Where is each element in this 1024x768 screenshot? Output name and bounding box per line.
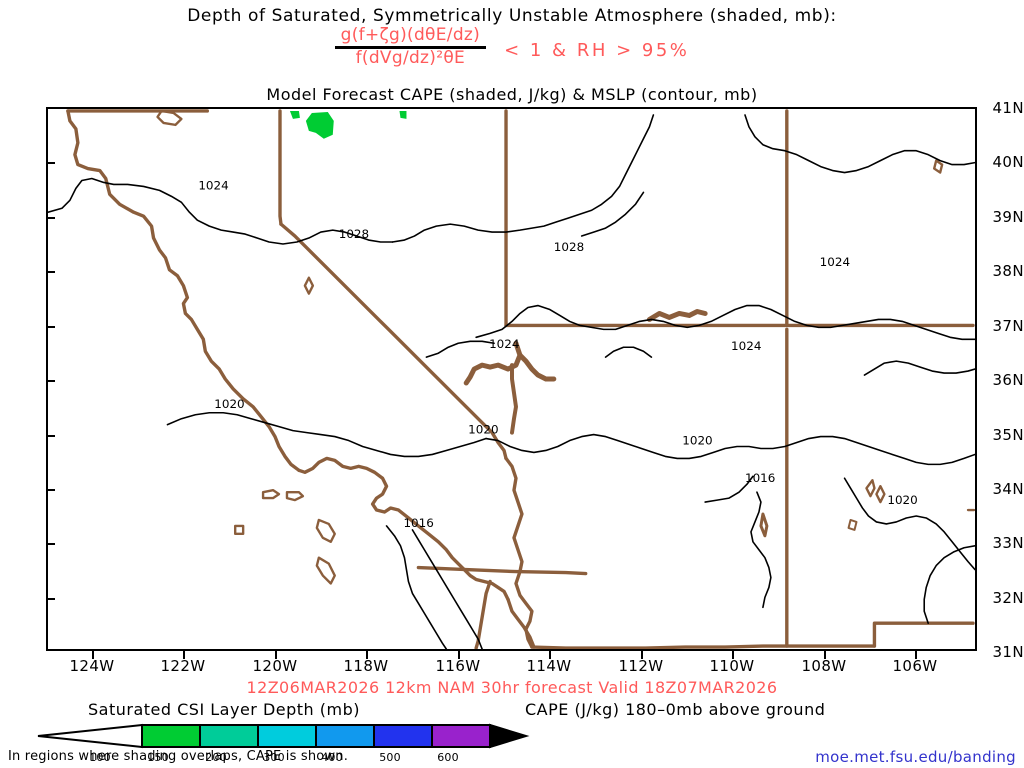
formula-denominator: f(dVg/dz)²θE [355,47,466,68]
lon-tick-122W [183,651,185,659]
map-plot-area: 1024 1028 1028 1024 1024 1024 1020 1020 … [46,107,977,651]
lat-label-39N: 39N [992,208,1024,226]
lat-tick-33N [46,543,55,545]
lon-label-124W: 124W [69,657,115,675]
lon-label-106W: 106W [892,657,938,675]
lon-tick-108W [824,651,826,659]
lat-label-32N: 32N [992,589,1024,607]
svg-text:1020: 1020 [468,423,498,437]
lon-label-120W: 120W [252,657,298,675]
lon-label-122W: 122W [160,657,206,675]
formula-fraction: g(f+ζg)(dθE/dz) f(dVg/dz)²θE [334,25,487,68]
lat-tick-40N [46,162,55,164]
lat-tick-34N [46,489,55,491]
colorbar-tick-500: 500 [379,751,401,764]
svg-text:1028: 1028 [554,240,584,254]
formula-inequality: < 1 & RH > 95% [504,39,690,61]
colorbar-tick-400: 400 [321,751,343,764]
colorbar-tick-200: 200 [205,751,227,764]
colorbar-swatch-150-200 [199,724,259,748]
formula-fraction-bar [334,45,487,49]
svg-text:1016: 1016 [745,471,775,485]
lon-label-108W: 108W [801,657,847,675]
legend-captions: Saturated CSI Layer Depth (mb) CAPE (J/k… [0,700,1024,722]
lat-label-38N: 38N [992,262,1024,280]
lon-tick-120W [275,651,277,659]
lon-label-118W: 118W [343,657,389,675]
legend-caption-csi: Saturated CSI Layer Depth (mb) [88,700,360,719]
color-scale-bar: 100 150 200 300 400 500 600 [30,722,530,764]
lon-tick-110W [732,651,734,659]
state-borders-layer [66,109,975,649]
overlap-note: In regions where shading overlaps, CAPE … [8,749,349,764]
colorbar-tick-150: 150 [147,751,169,764]
svg-text:1020: 1020 [887,493,917,507]
lat-tick-36N [46,380,55,382]
lon-label-116W: 116W [435,657,481,675]
colorbar-svg [37,723,530,749]
lon-label-112W: 112W [618,657,664,675]
lat-label-36N: 36N [992,371,1024,389]
svg-text:1024: 1024 [731,339,761,353]
lon-tick-114W [549,651,551,659]
lat-tick-38N [46,271,55,273]
svg-text:1020: 1020 [682,434,712,448]
svg-text:1024: 1024 [489,337,519,351]
lat-label-37N: 37N [992,317,1024,335]
lon-tick-116W [458,651,460,659]
lon-tick-124W [92,651,94,659]
lat-label-34N: 34N [992,480,1024,498]
lat-tick-39N [46,217,55,219]
svg-text:1028: 1028 [339,227,369,241]
mslp-contour-layer [48,114,975,649]
lat-label-40N: 40N [992,153,1024,171]
svg-text:1016: 1016 [403,516,433,530]
lon-tick-112W [641,651,643,659]
legend-caption-cape: CAPE (J/kg) 180–0mb above ground [525,700,826,719]
svg-text:1024: 1024 [820,255,850,269]
svg-text:1024: 1024 [198,178,228,192]
lat-tick-32N [46,598,55,600]
formula-numerator: g(f+ζg)(dθE/dz) [340,25,481,45]
mslp-contour-labels: 1024 1028 1028 1024 1024 1024 1020 1020 … [198,178,917,529]
lon-label-110W: 110W [709,657,755,675]
lon-tick-106W [915,651,917,659]
forecast-valid-line: 12Z06MAR2026 12km NAM 30hr forecast Vali… [246,678,778,697]
lat-label-31N: 31N [992,643,1024,661]
colorbar-swatch-400-500 [373,724,433,748]
colorbar-swatch-300-400 [315,724,375,748]
source-link[interactable]: moe.met.fsu.edu/banding [815,748,1016,766]
lon-tick-118W [366,651,368,659]
colorbar-tick-100: 100 [89,751,111,764]
colorbar-tick-600: 600 [437,751,459,764]
lat-label-41N: 41N [992,99,1024,117]
cape-shading-layer [289,110,407,139]
colorbar-tick-300: 300 [263,751,285,764]
lat-tick-35N [46,435,55,437]
colorbar-over-arrow [489,723,530,749]
colorbar-swatch-100-150 [141,724,201,748]
figure-title-line1: Depth of Saturated, Symmetrically Unstab… [187,6,837,26]
lat-label-33N: 33N [992,534,1024,552]
colorbar-swatch-200-300 [257,724,317,748]
figure-title-line3: Model Forecast CAPE (shaded, J/kg) & MSL… [266,85,758,104]
colorbar-under-arrow [37,723,143,749]
colorbar-swatch-500-600 [431,724,491,748]
lat-tick-37N [46,326,55,328]
lat-label-35N: 35N [992,426,1024,444]
csi-criterion-formula: g(f+ζg)(dθE/dz) f(dVg/dz)²θE < 1 & RH > … [0,25,1024,68]
map-canvas: 1024 1028 1028 1024 1024 1024 1020 1020 … [48,109,975,649]
svg-text:1020: 1020 [214,397,244,411]
lon-label-114W: 114W [526,657,572,675]
